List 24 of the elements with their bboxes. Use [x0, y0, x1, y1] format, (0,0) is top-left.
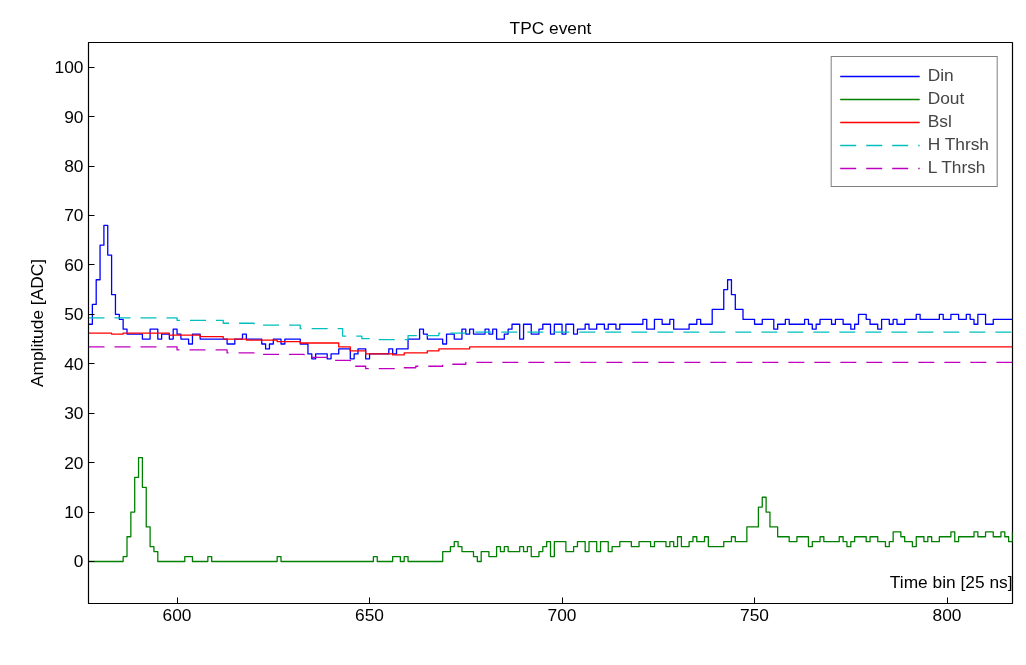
- x-axis-title: Time bin [25 ns]: [889, 571, 1013, 592]
- y-tick-label: 70: [64, 205, 84, 226]
- y-tick-label: 30: [64, 403, 84, 424]
- y-tick-label: 90: [64, 106, 84, 127]
- x-tick-label: 600: [162, 604, 192, 625]
- legend-label: L Thrsh: [927, 157, 986, 178]
- legend-label: H Thrsh: [927, 134, 989, 155]
- legend-label: Bsl: [927, 111, 952, 132]
- legend-label: Din: [927, 65, 954, 86]
- y-tick-label: 40: [64, 353, 84, 374]
- x-tick-label: 800: [932, 604, 962, 625]
- x-tick-label: 700: [547, 604, 577, 625]
- y-tick-label: 50: [64, 304, 84, 325]
- y-axis-title: Amplitude [ADC]: [26, 258, 47, 388]
- y-tick-label: 20: [64, 452, 84, 473]
- y-tick-label: 60: [64, 254, 84, 275]
- x-tick-label: 750: [740, 604, 770, 625]
- y-tick-label: 100: [54, 57, 84, 78]
- x-tick-label: 650: [355, 604, 385, 625]
- chart-title: TPC event: [509, 17, 592, 38]
- y-tick-label: 10: [64, 502, 84, 523]
- y-tick-label: 80: [64, 156, 84, 177]
- legend-label: Dout: [927, 88, 965, 109]
- y-tick-label: 0: [73, 551, 84, 572]
